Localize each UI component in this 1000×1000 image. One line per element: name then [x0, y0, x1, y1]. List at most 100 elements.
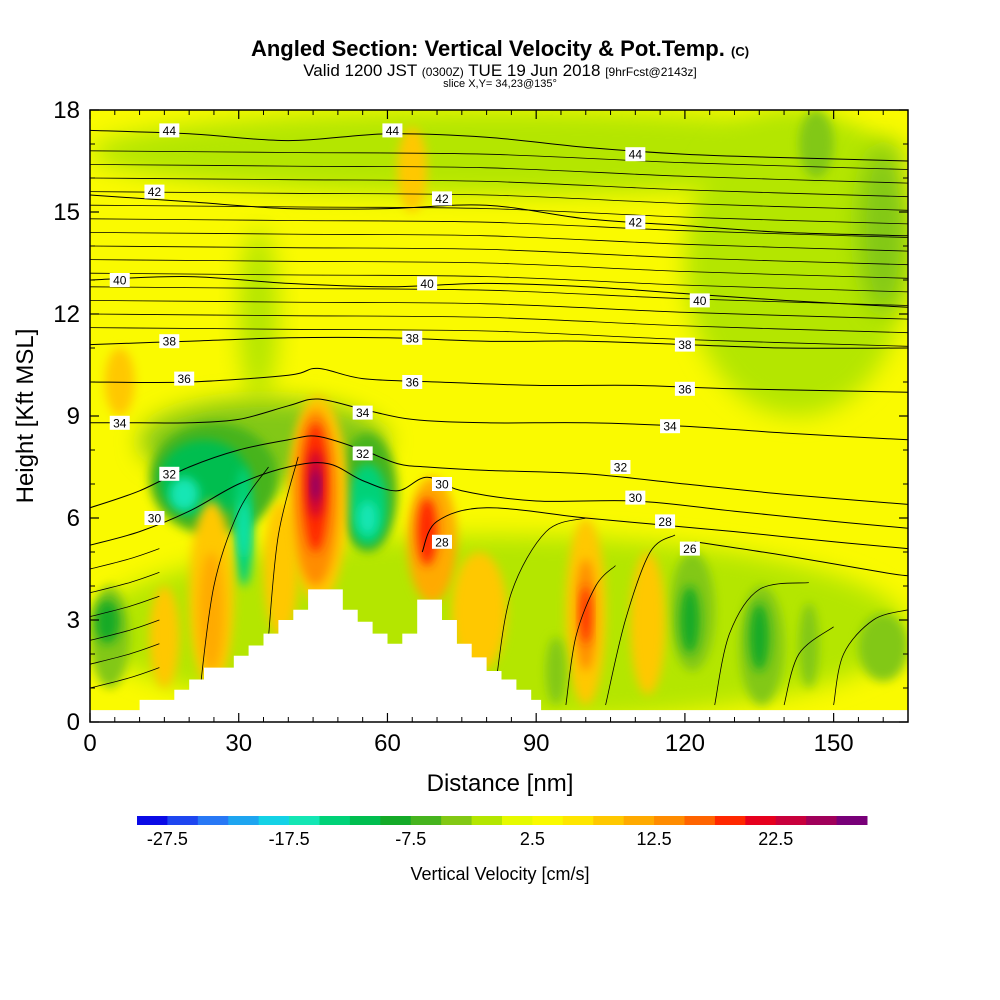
y-tick-label: 12	[53, 301, 80, 328]
theta-contour-minor	[90, 548, 160, 570]
contour-label: 42	[431, 191, 452, 206]
x-tick-label: 0	[83, 730, 96, 757]
contour-label-text: 36	[406, 376, 420, 390]
theta-contour-minor	[90, 259, 908, 279]
y-tick-label: 9	[67, 403, 80, 430]
velocity-region-9	[169, 477, 200, 512]
theta-contour-lowlevel	[268, 456, 299, 638]
theta-contour-32	[90, 435, 908, 509]
contour-label-text: 34	[113, 416, 127, 430]
contour-label-text: 44	[629, 148, 643, 162]
contour-label: 40	[109, 273, 130, 288]
colorbar-swatch	[441, 816, 473, 825]
contour-label-text: 30	[435, 478, 449, 492]
colorbar-swatch	[319, 816, 351, 825]
colorbar-swatch	[806, 816, 838, 825]
theta-contour-lowlevel	[198, 466, 269, 699]
colorbar-swatch	[836, 816, 868, 825]
contour-label-text: 30	[148, 512, 162, 526]
theta-contour-minor	[90, 286, 908, 306]
theta-contour-minor	[90, 272, 908, 293]
contour-label: 26	[679, 541, 700, 556]
contour-label-text: 32	[356, 447, 370, 461]
theta-contour-lowlevel	[833, 609, 908, 706]
velocity-region-37	[630, 552, 666, 695]
theta-contour-26	[694, 541, 908, 577]
theta-contour-minor	[90, 572, 160, 594]
theta-contour-minor	[90, 150, 908, 170]
x-tick-label: 90	[523, 730, 550, 757]
contour-label-text: 38	[163, 335, 177, 349]
contour-label-text: 28	[435, 535, 449, 549]
x-tick-label: 150	[814, 730, 854, 757]
contour-label-text: 28	[658, 515, 672, 529]
theta-contour-minor	[90, 191, 908, 211]
theta-contour-lowlevel	[783, 626, 834, 706]
theta-contour-lowlevel	[714, 582, 809, 706]
colorbar-tick-label: 12.5	[637, 829, 672, 849]
velocity-region-16	[94, 599, 120, 644]
contour-label: 34	[109, 415, 130, 430]
y-axis-label: Height [Kft MSL]	[12, 329, 39, 504]
theta-contour-minor	[90, 164, 908, 184]
contour-label-text: 42	[629, 216, 643, 230]
x-tick-label: 60	[374, 730, 401, 757]
contour-label: 40	[417, 276, 438, 291]
contour-label: 32	[352, 446, 373, 461]
velocity-region-20	[749, 603, 770, 671]
theta-contour-30	[90, 462, 908, 546]
velocity-region-18	[679, 586, 700, 654]
theta-contour-28	[421, 507, 908, 553]
colorbar-swatch	[562, 816, 594, 825]
x-tick-label: 30	[225, 730, 252, 757]
theta-contour-minor	[90, 619, 160, 641]
velocity-region-40	[546, 637, 566, 705]
contour-label-text: 30	[629, 491, 643, 505]
contour-label-text: 34	[663, 420, 677, 434]
y-tick-label: 6	[67, 505, 80, 532]
y-tick-label: 0	[67, 709, 80, 736]
colorbar-swatch	[502, 816, 533, 825]
contour-label: 42	[144, 184, 165, 199]
colorbar-swatch	[775, 816, 807, 825]
contour-label: 30	[625, 490, 646, 505]
contour-label-text: 42	[435, 192, 449, 206]
contour-label: 38	[674, 337, 695, 352]
velocity-region-4	[798, 110, 834, 178]
velocity-region-39	[397, 127, 428, 212]
contour-label-text: 34	[356, 406, 370, 420]
y-tick-label: 18	[53, 97, 80, 124]
contour-label: 30	[144, 511, 165, 526]
contour-label-text: 36	[678, 382, 692, 396]
velocity-region-3	[858, 144, 908, 314]
contour-label: 42	[625, 215, 646, 230]
velocity-region-33	[451, 552, 507, 671]
colorbar-swatch	[349, 816, 381, 825]
theta-contour-40	[90, 276, 908, 308]
contour-label: 36	[402, 375, 423, 390]
colorbar-swatch	[380, 816, 412, 825]
colorbar-swatch	[289, 816, 320, 825]
contour-label: 28	[431, 534, 452, 549]
theta-contour-lowlevel	[565, 565, 616, 706]
contour-label-text: 40	[420, 277, 434, 291]
contour-label: 36	[674, 381, 695, 396]
colorbar-swatch	[714, 816, 746, 825]
colorbar: -27.5 -17.5 -7.5 2.5 12.5 22.5	[137, 816, 868, 849]
velocity-region-22	[858, 613, 908, 682]
contour-label: 38	[402, 330, 423, 345]
colorbar-swatch	[228, 816, 260, 825]
contour-label-text: 38	[678, 338, 692, 352]
theta-contour-minor	[90, 327, 908, 347]
theta-contour-minor	[90, 218, 908, 238]
contour-label: 32	[159, 466, 180, 481]
contour-label: 40	[689, 293, 710, 308]
x-tick-label: 120	[665, 730, 705, 757]
theta-contour-44	[90, 129, 908, 162]
contour-label-text: 26	[683, 542, 697, 556]
colorbar-tick-label: -7.5	[395, 829, 426, 849]
theta-contour-minor	[90, 300, 908, 320]
contour-label-text: 40	[113, 274, 127, 288]
colorbar-swatch	[258, 816, 290, 825]
